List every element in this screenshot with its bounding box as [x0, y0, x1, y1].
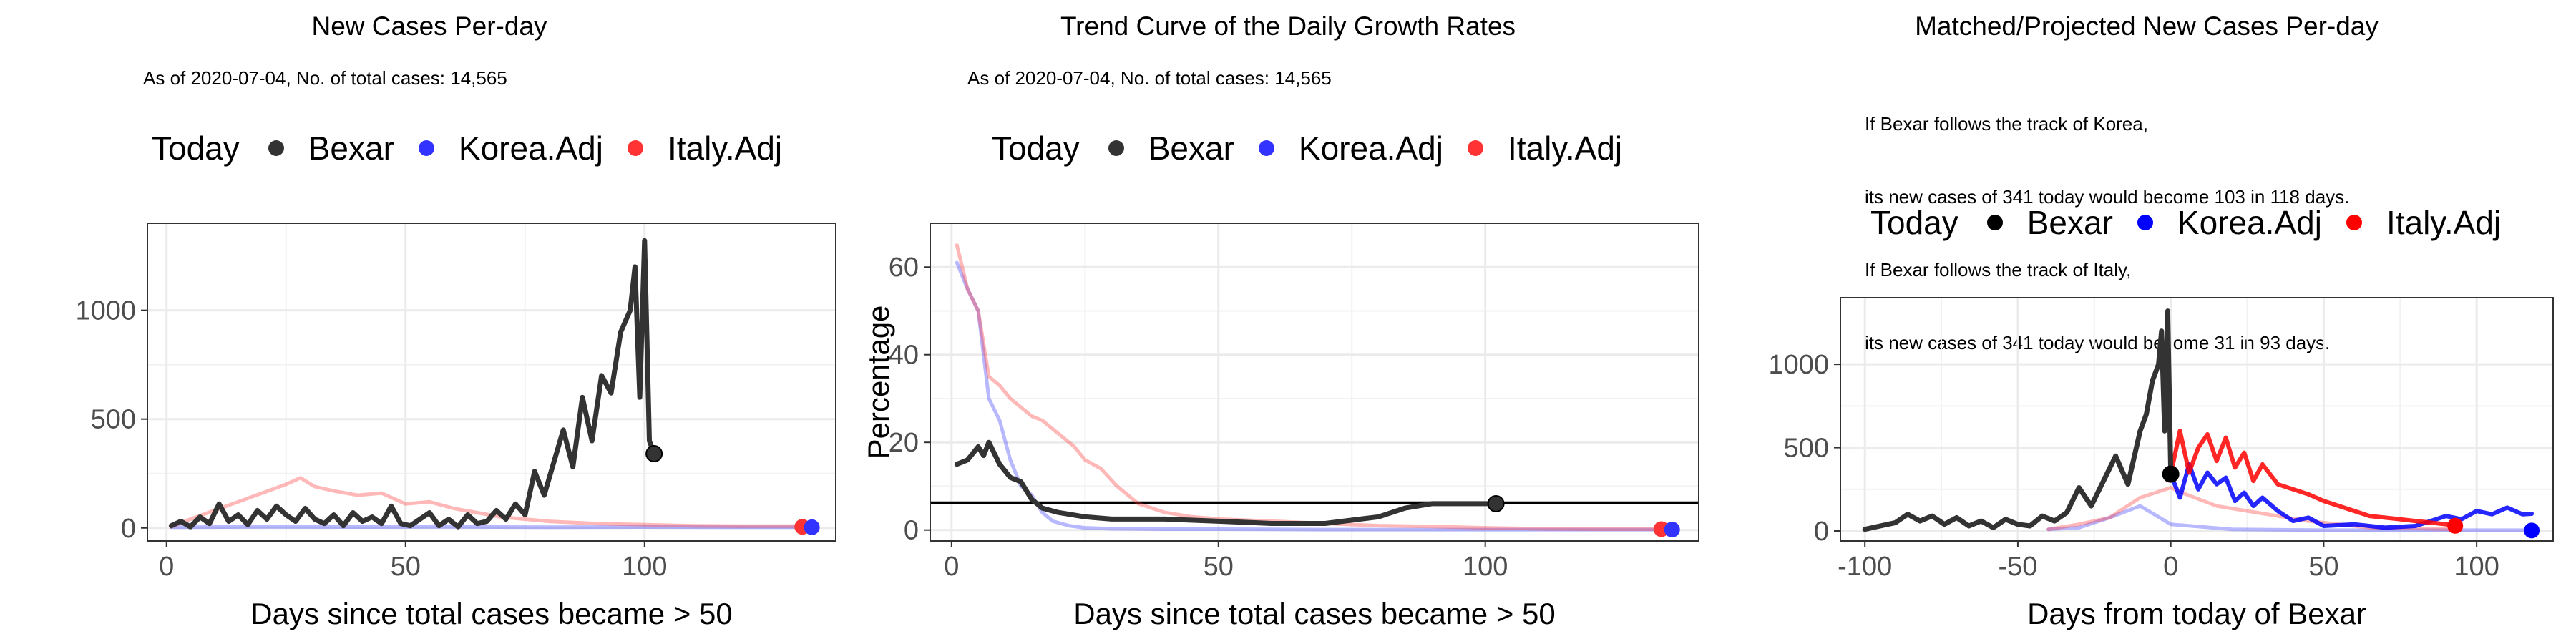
x-tick-label: 100 [1463, 552, 1508, 582]
legend-item-italy: Italy.Adj [1467, 129, 1622, 167]
legend-title: Today [152, 130, 240, 167]
y-tick-label: 20 [889, 428, 919, 458]
y-tick-label: 0 [904, 516, 919, 546]
y-tick-label: 40 [889, 341, 919, 371]
x-tick-label: 0 [159, 552, 174, 582]
today-point-italy-adj [2447, 517, 2464, 534]
legend-item-bexar: Bexar [1986, 203, 2113, 242]
x-tick-label: 50 [391, 552, 421, 582]
panel-new-cases: New Cases Per-day As of 2020-07-04, No. … [0, 0, 859, 644]
series-line-bexar [1862, 308, 2174, 532]
x-tick-label: -50 [1998, 552, 2037, 582]
subtitle-line: its new cases of 341 today would become … [1865, 332, 2331, 353]
chart-subtitle: As of 2020-07-04, No. of total cases: 14… [143, 67, 507, 89]
legend: Today Bexar Korea.Adj Italy.Adj [992, 129, 1646, 167]
chart-title: Trend Curve of the Daily Growth Rates [1060, 11, 1516, 41]
y-tick-label: 1000 [75, 296, 136, 326]
legend-item-bexar: Bexar [1108, 129, 1234, 167]
series-line-italy-track [2046, 486, 2457, 532]
x-tick-label: 100 [2454, 552, 2499, 582]
chart-title: New Cases Per-day [311, 11, 547, 41]
legend: Today Bexar Korea.Adj Italy.Adj [1870, 203, 2525, 242]
legend-item-korea: Korea.Adj [2137, 203, 2322, 242]
today-point-korea-adj [2524, 522, 2540, 539]
legend-item-bexar: Bexar [268, 129, 394, 167]
x-axis-label: Days since total cases became > 50 [1073, 597, 1556, 630]
y-tick-label: 500 [1784, 434, 1829, 464]
subtitle-line: If Bexar follows the track of Korea, [1865, 113, 2148, 135]
y-tick-label: 60 [889, 253, 919, 283]
y-tick-label: 500 [91, 405, 136, 435]
x-axis-label: Days from today of Bexar [2027, 597, 2366, 630]
chart-subtitle: If Bexar follows the track of Korea, its… [1865, 63, 2349, 404]
panel-projected: Matched/Projected New Cases Per-day If B… [1717, 0, 2576, 644]
today-point-korea-adj [1664, 522, 1680, 538]
series-line-korea-adj [2168, 462, 2534, 530]
x-tick-label: -100 [1838, 552, 1892, 582]
series-line-bexar [954, 439, 1499, 526]
y-axis-label: Percentage [862, 306, 895, 459]
chart-subtitle: As of 2020-07-04, No. of total cases: 14… [967, 67, 1332, 89]
today-point-bexar [1487, 494, 1505, 512]
plot-frame [1840, 297, 2554, 542]
legend-title: Today [992, 130, 1080, 167]
y-tick-label: 0 [1814, 517, 1829, 547]
plot-frame [930, 223, 1699, 542]
legend-item-korea: Korea.Adj [1258, 129, 1443, 167]
series-line-italy-adj [2168, 429, 2458, 528]
x-tick-label: 0 [2163, 552, 2178, 582]
x-tick-label: 100 [622, 552, 667, 582]
panel-growth-rates: Trend Curve of the Daily Growth Rates As… [859, 0, 1717, 644]
series-line-italy-adj [169, 476, 804, 529]
today-point-korea-adj [804, 519, 820, 535]
plot-area: 0 50 100 0 20 40 60 Days since total cases beca… [862, 223, 1699, 630]
today-point-bexar [645, 445, 663, 463]
plot-frame [147, 223, 836, 542]
x-tick-label: 50 [1204, 552, 1234, 582]
x-axis-label: Days since total cases became > 50 [250, 597, 733, 630]
today-point-bexar [2162, 465, 2180, 483]
y-tick-label: 1000 [1768, 350, 1829, 380]
y-tick-label: 0 [121, 514, 136, 544]
series-line-bexar [168, 238, 657, 530]
x-tick-label: 0 [944, 552, 959, 582]
x-tick-label: 50 [2308, 552, 2338, 582]
series-line-italy-adj [955, 243, 1664, 531]
legend-item-korea: Korea.Adj [418, 129, 603, 167]
series-line-korea-adj [955, 260, 1674, 532]
chart-title: Matched/Projected New Cases Per-day [1915, 11, 2379, 41]
subtitle-line: If Bexar follows the track of Italy, [1865, 259, 2132, 280]
legend-item-italy: Italy.Adj [2346, 203, 2501, 242]
legend: Today Bexar Korea.Adj Italy.Adj [152, 129, 806, 167]
legend-item-italy: Italy.Adj [627, 129, 782, 167]
subtitle-line: its new cases of 341 today would become … [1865, 186, 2350, 208]
legend-title: Today [1870, 204, 1958, 241]
